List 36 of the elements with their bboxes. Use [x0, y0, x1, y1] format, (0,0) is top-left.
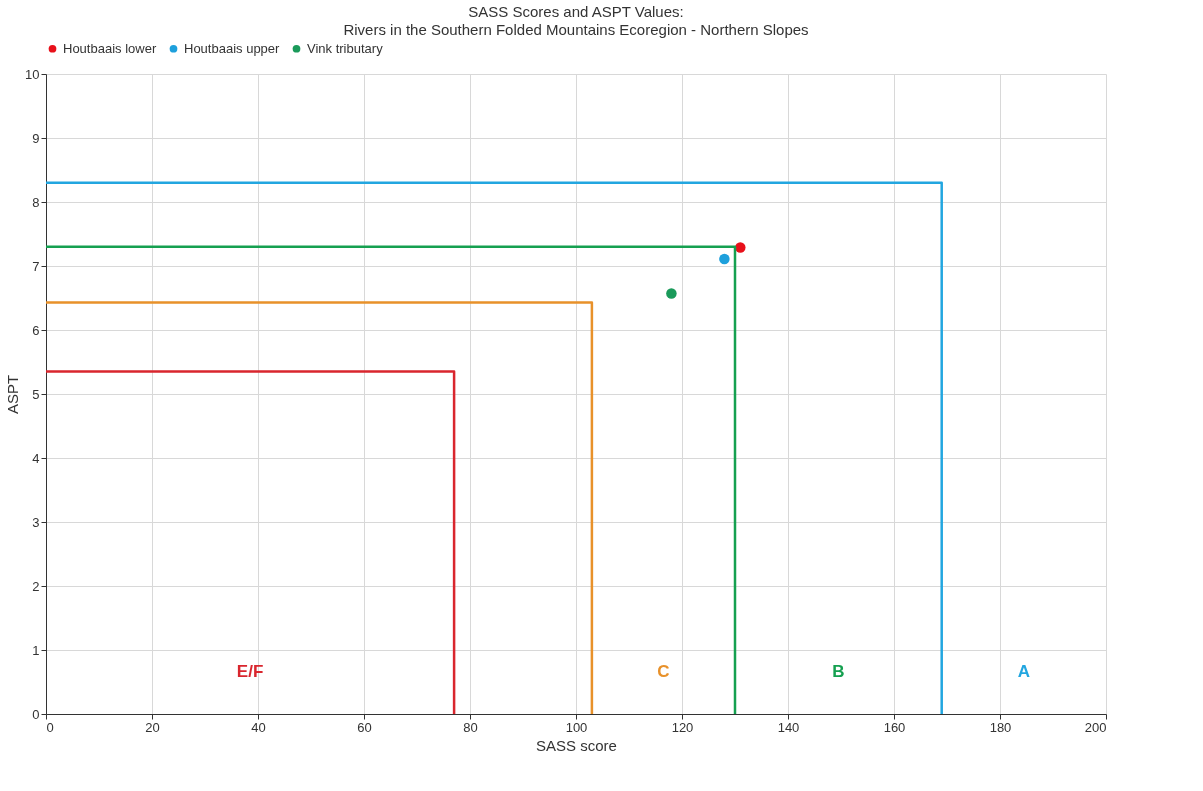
x-tick-label: 120 — [671, 719, 694, 735]
y-tick-label: 4 — [32, 450, 40, 466]
legend-label: Houtbaais lower — [63, 40, 157, 56]
legend-label: Vink tributary — [307, 40, 384, 56]
x-tick-label: 160 — [883, 719, 906, 735]
y-tick-label: 10 — [25, 66, 40, 82]
point — [666, 288, 677, 299]
annotation: E/F — [236, 662, 264, 681]
x-tick-label: 200 — [1084, 719, 1107, 735]
y-tick-label: 8 — [32, 194, 40, 210]
y-tick-label: 2 — [32, 578, 40, 594]
annotation: C — [657, 662, 670, 681]
x-tick-label: 40 — [251, 719, 266, 735]
point — [719, 253, 730, 265]
y-tick-label: 3 — [32, 514, 40, 530]
x-tick-label: 0 — [46, 719, 54, 735]
y-tick-label: 7 — [32, 258, 40, 274]
y-tick-label: 9 — [32, 130, 40, 146]
y-tick-label: 1 — [32, 642, 40, 658]
chart-subtitle: Rivers in the Southern Folded Mountains Ecoregion - Northern Slopes — [343, 21, 809, 38]
annotation: A — [1017, 662, 1030, 681]
point — [735, 242, 746, 253]
x-tick-label: 20 — [145, 719, 160, 735]
x-tick-label: 100 — [565, 719, 588, 735]
y-tick-label: 6 — [32, 322, 40, 338]
x-tick-label: 180 — [989, 719, 1012, 735]
y-tick-label: 5 — [32, 386, 40, 402]
legend-label: Houtbaais upper — [184, 40, 281, 56]
x-tick-label: 60 — [357, 719, 372, 735]
x-tick-label: 140 — [777, 719, 800, 735]
y-axis-title: ASPT — [4, 374, 22, 415]
x-tick-label: 80 — [463, 719, 478, 735]
x-axis-title: SASS score — [536, 736, 617, 754]
annotation: B — [832, 662, 845, 681]
y-tick-label: 0 — [32, 706, 40, 722]
chart-title: SASS Scores and ASPT Values: — [468, 3, 684, 20]
